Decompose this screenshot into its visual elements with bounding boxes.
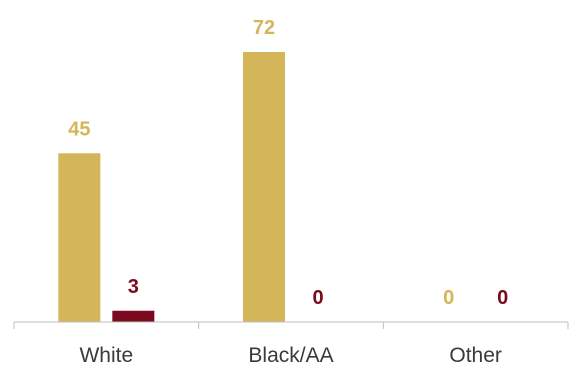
x-tick-label-white: White [79, 344, 133, 367]
bar-white-series-1 [58, 153, 101, 322]
x-tick-label-other: Other [449, 344, 502, 367]
x-tick-label-black-aa: Black/AA [248, 344, 333, 367]
bars-layer [58, 52, 285, 322]
bar-black-aa-series-1 [243, 52, 285, 322]
x-axis: White Black/AA Other [13, 321, 569, 367]
data-label-other-series-2: 0 [497, 287, 508, 309]
data-label-white-series-1: 45 [68, 118, 90, 140]
data-labels-layer: 45 3 72 0 0 0 [68, 17, 508, 309]
data-label-black-aa-series-1: 72 [253, 17, 275, 39]
data-label-other-series-1: 0 [443, 287, 454, 309]
data-label-white-series-2: 3 [128, 276, 139, 298]
data-label-black-aa-series-2: 0 [312, 287, 323, 309]
bar-white-series-2 [112, 310, 155, 322]
